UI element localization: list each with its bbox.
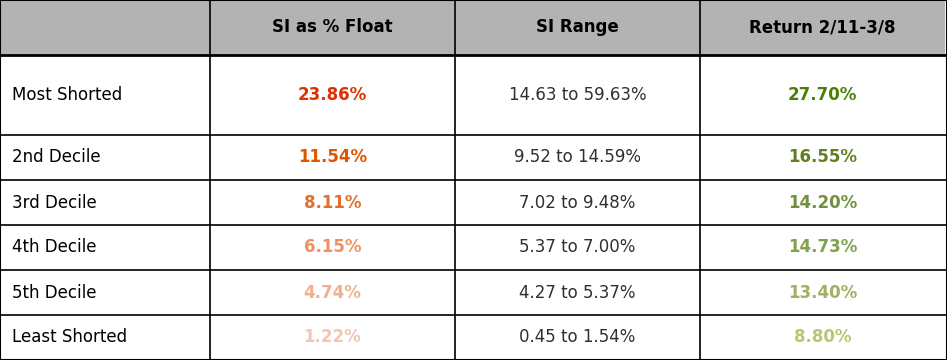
Text: 14.63 to 59.63%: 14.63 to 59.63% bbox=[509, 86, 646, 104]
Bar bbox=[455, 0, 700, 55]
Text: 14.20%: 14.20% bbox=[788, 194, 857, 211]
Text: Least Shorted: Least Shorted bbox=[12, 328, 127, 346]
Text: 9.52 to 14.59%: 9.52 to 14.59% bbox=[514, 148, 641, 166]
Text: 5th Decile: 5th Decile bbox=[12, 284, 97, 302]
Text: 2nd Decile: 2nd Decile bbox=[12, 148, 100, 166]
Text: 0.45 to 1.54%: 0.45 to 1.54% bbox=[519, 328, 635, 346]
Text: 27.70%: 27.70% bbox=[788, 86, 857, 104]
Bar bbox=[700, 0, 945, 55]
Text: 13.40%: 13.40% bbox=[788, 284, 857, 302]
Text: 4th Decile: 4th Decile bbox=[12, 238, 97, 256]
Text: Return 2/11-3/8: Return 2/11-3/8 bbox=[749, 18, 896, 36]
Text: 14.73%: 14.73% bbox=[788, 238, 857, 256]
Text: SI Range: SI Range bbox=[536, 18, 619, 36]
Text: 5.37 to 7.00%: 5.37 to 7.00% bbox=[519, 238, 635, 256]
Text: 11.54%: 11.54% bbox=[298, 148, 367, 166]
Bar bbox=[0, 135, 947, 180]
Text: 4.27 to 5.37%: 4.27 to 5.37% bbox=[519, 284, 635, 302]
Bar bbox=[210, 0, 455, 55]
Text: 4.74%: 4.74% bbox=[304, 284, 362, 302]
Bar bbox=[0, 225, 947, 270]
Bar bbox=[0, 270, 947, 315]
Text: 8.80%: 8.80% bbox=[794, 328, 851, 346]
Text: SI as % Float: SI as % Float bbox=[272, 18, 393, 36]
Bar bbox=[0, 315, 947, 360]
Text: 1.22%: 1.22% bbox=[304, 328, 362, 346]
Bar bbox=[0, 180, 947, 225]
Text: 6.15%: 6.15% bbox=[304, 238, 361, 256]
Text: 16.55%: 16.55% bbox=[788, 148, 857, 166]
Text: 7.02 to 9.48%: 7.02 to 9.48% bbox=[519, 194, 635, 211]
Text: 3rd Decile: 3rd Decile bbox=[12, 194, 97, 211]
Text: 23.86%: 23.86% bbox=[298, 86, 367, 104]
Text: Most Shorted: Most Shorted bbox=[12, 86, 122, 104]
Bar bbox=[0, 0, 210, 55]
Bar bbox=[0, 55, 947, 135]
Text: 8.11%: 8.11% bbox=[304, 194, 361, 211]
